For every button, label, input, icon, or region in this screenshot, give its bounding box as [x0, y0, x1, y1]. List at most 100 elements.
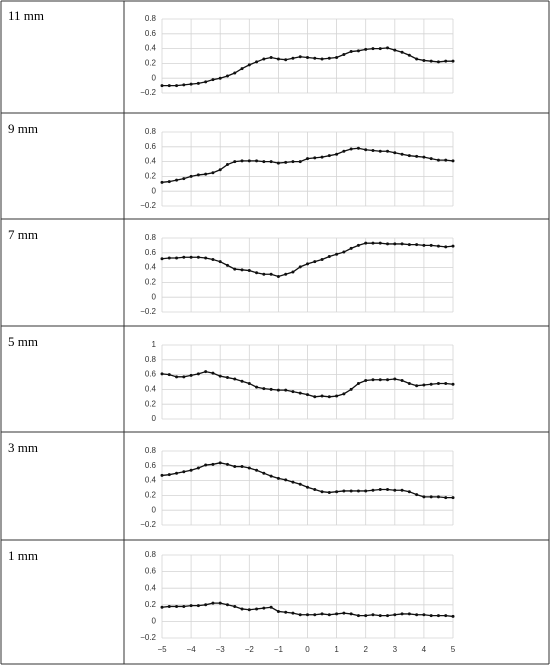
data-point [386, 46, 390, 50]
data-point [327, 395, 331, 399]
y-tick-label: 0 [152, 617, 157, 626]
data-point [225, 74, 229, 78]
data-point [233, 267, 237, 271]
data-point [255, 60, 259, 64]
data-point [160, 180, 164, 184]
data-point [444, 158, 448, 162]
data-point [247, 63, 251, 67]
y-tick-label: 0.2 [145, 600, 157, 609]
data-point [342, 250, 346, 254]
data-point [211, 371, 215, 375]
data-point [444, 496, 448, 500]
data-point [306, 613, 309, 617]
data-point [262, 160, 266, 164]
data-point [167, 604, 171, 608]
data-point [400, 488, 404, 492]
data-point [335, 612, 339, 616]
data-point [313, 260, 317, 264]
data-point [451, 614, 455, 618]
data-point [255, 468, 259, 472]
x-tick-label: 3 [393, 645, 398, 654]
data-point [240, 159, 244, 163]
data-point [342, 392, 346, 396]
data-point [269, 160, 273, 164]
data-point [327, 56, 331, 60]
data-point [422, 613, 426, 617]
data-point [262, 606, 266, 610]
data-point [335, 490, 339, 494]
data-point [320, 394, 324, 398]
y-tick-label: −0.2 [140, 307, 156, 316]
data-point [400, 50, 404, 54]
data-point [400, 612, 404, 616]
y-tick-label: 0.6 [145, 142, 157, 151]
data-point [407, 612, 411, 616]
data-point [175, 256, 179, 260]
data-point [429, 495, 433, 499]
data-point [378, 378, 382, 382]
data-point [429, 59, 433, 63]
data-point [196, 255, 200, 259]
data-point [211, 78, 215, 82]
data-point [284, 272, 288, 276]
data-point [284, 478, 288, 482]
data-point [175, 471, 179, 475]
data-point [255, 607, 259, 611]
data-point [429, 382, 433, 386]
y-tick-label: 0.2 [145, 172, 157, 181]
data-point [327, 613, 331, 617]
data-point [255, 385, 259, 389]
data-point [291, 270, 295, 274]
row-label: 1 mm [8, 548, 38, 563]
x-tick-label: −2 [245, 645, 255, 654]
y-tick-label: 0.6 [145, 29, 157, 38]
data-point [204, 603, 208, 607]
data-point [342, 489, 346, 493]
data-point [415, 243, 419, 247]
x-tick-label: 4 [422, 645, 427, 654]
data-point [247, 608, 251, 612]
data-point [204, 370, 208, 374]
data-point [291, 56, 295, 60]
data-point [429, 614, 433, 618]
data-point [451, 382, 455, 386]
data-point [160, 257, 164, 261]
data-point [262, 272, 266, 276]
data-point [313, 613, 317, 617]
data-point [196, 81, 200, 85]
data-point [204, 172, 208, 176]
data-point [335, 55, 339, 59]
y-tick-label: 0.8 [145, 127, 157, 136]
data-point [444, 614, 448, 618]
data-point [225, 263, 229, 267]
data-point [269, 605, 273, 609]
data-point [204, 256, 208, 260]
row-label: 5 mm [8, 334, 38, 349]
data-point [291, 480, 295, 484]
data-point [167, 473, 171, 477]
data-point [182, 177, 186, 181]
data-point [298, 482, 302, 486]
data-point [444, 245, 448, 249]
data-point [393, 377, 397, 381]
data-point [225, 462, 229, 466]
data-point [196, 604, 200, 608]
data-point [211, 257, 215, 261]
data-point [415, 384, 419, 388]
row-label: 11 mm [8, 8, 44, 23]
data-point [167, 180, 171, 184]
y-tick-label: 0.6 [145, 248, 157, 257]
data-point [306, 393, 309, 397]
y-tick-label: −0.2 [140, 520, 156, 529]
row-label: 3 mm [8, 440, 38, 455]
data-point [364, 47, 368, 51]
data-point [378, 241, 382, 245]
y-tick-label: 0.8 [145, 446, 157, 455]
data-point [371, 378, 375, 382]
data-point [182, 604, 186, 608]
data-point [422, 495, 426, 499]
data-point [451, 244, 455, 248]
data-point [262, 471, 266, 475]
data-point [451, 496, 455, 500]
